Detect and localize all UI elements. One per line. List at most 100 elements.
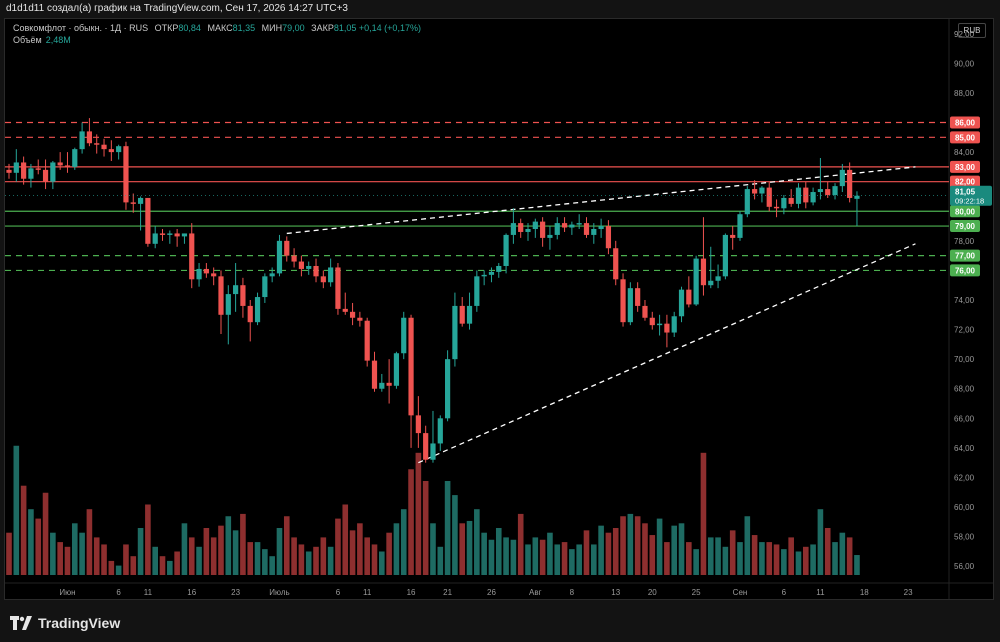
- volume-bar: [832, 542, 838, 575]
- volume-bar: [503, 537, 509, 575]
- candle-body: [137, 197, 144, 204]
- price-tick-label: 90,00: [954, 59, 975, 68]
- level-price-tag: [950, 220, 980, 233]
- volume-bar: [737, 542, 743, 575]
- volume-bar: [342, 504, 349, 575]
- candle-body: [159, 233, 166, 235]
- candle-body: [335, 267, 341, 309]
- tradingview-logo-icon: [10, 616, 32, 630]
- level-price-tag: [950, 160, 980, 173]
- candle-body: [810, 192, 816, 203]
- volume-bar: [28, 509, 34, 575]
- candle: [744, 186, 750, 218]
- candle: [313, 258, 319, 283]
- price-tick-label: 72,00: [954, 326, 975, 335]
- candle: [379, 373, 385, 392]
- candle: [174, 229, 180, 247]
- candle: [664, 314, 670, 348]
- candle-body: [152, 233, 158, 244]
- candle: [284, 236, 290, 262]
- volume-bar: [583, 530, 590, 575]
- candle: [452, 292, 458, 367]
- level-price-label: 79,00: [955, 222, 976, 231]
- candle: [415, 396, 421, 448]
- candle-body: [284, 240, 290, 256]
- candle: [386, 359, 392, 404]
- candle-body: [839, 169, 845, 187]
- candle-body: [379, 382, 385, 389]
- volume-bar: [649, 535, 656, 575]
- candle: [357, 311, 363, 327]
- volume-bar: [707, 537, 714, 575]
- volume-bar: [247, 542, 254, 575]
- volume-bar: [430, 523, 436, 575]
- candle-body: [540, 221, 546, 238]
- candle: [437, 415, 443, 451]
- volume-bar: [123, 544, 129, 575]
- candle-body: [211, 273, 217, 277]
- candle-body: [57, 162, 63, 166]
- volume-bar: [642, 523, 648, 575]
- candle: [181, 233, 188, 244]
- candle: [817, 158, 824, 200]
- time-tick-label: 6: [116, 588, 121, 597]
- price-tick-label: 78,00: [954, 237, 975, 246]
- candle: [613, 240, 619, 286]
- candle-body: [328, 267, 334, 283]
- volume-bar: [371, 544, 378, 575]
- candle: [64, 152, 71, 173]
- volume-bar: [781, 549, 787, 575]
- volume-bar: [824, 528, 831, 575]
- price-tick-label: 84,00: [954, 148, 975, 157]
- candle: [371, 351, 378, 392]
- candle-body: [554, 223, 560, 235]
- candle: [810, 187, 816, 206]
- volume-bar: [137, 528, 144, 575]
- low-label: МИН: [261, 23, 283, 33]
- volume-bar: [20, 485, 27, 575]
- candle: [795, 183, 802, 209]
- level-price-tag: [950, 264, 980, 277]
- candle: [510, 208, 516, 244]
- candle-body: [788, 197, 794, 204]
- candle-body: [847, 169, 853, 198]
- candle-body: [598, 226, 604, 230]
- candle: [42, 159, 49, 190]
- candle: [481, 270, 487, 286]
- candle-body: [101, 144, 107, 150]
- candle: [700, 217, 707, 296]
- candle-body: [145, 197, 151, 244]
- candle-body: [342, 308, 348, 312]
- volume-bar: [525, 544, 531, 575]
- level-price-label: 80,00: [955, 207, 976, 216]
- volume-bar: [145, 504, 151, 575]
- candle: [627, 282, 633, 326]
- candle: [766, 181, 772, 212]
- price-axis: 92,00 90,00 88,00 86,00 84,00 82,00 80,00 78,00…: [954, 30, 975, 571]
- volume-bar: [547, 532, 553, 575]
- change-value: +0,14 (+0,17%): [358, 23, 421, 33]
- trendline: [286, 166, 916, 235]
- trendlines: [286, 166, 916, 464]
- volume-bar: [298, 544, 305, 575]
- candle: [130, 193, 136, 213]
- candle-body: [583, 223, 590, 235]
- currency-badge[interactable]: RUB: [958, 23, 986, 38]
- candle-body: [247, 305, 253, 323]
- candle-body: [722, 234, 728, 277]
- time-tick-label: 6: [782, 588, 787, 597]
- level-price-label: 86,00: [955, 119, 976, 128]
- candle-body: [386, 382, 392, 386]
- tradingview-logo[interactable]: TradingView: [10, 615, 120, 631]
- candle: [79, 122, 85, 154]
- chart-panel[interactable]: 92,00 90,00 88,00 86,00 84,00 82,00 80,00 78,00…: [4, 18, 994, 600]
- candle: [671, 311, 677, 337]
- candle-body: [423, 433, 429, 460]
- candle-body: [459, 305, 465, 324]
- candlestick-chart[interactable]: 92,00 90,00 88,00 86,00 84,00 82,00 80,00 78,00…: [5, 19, 993, 599]
- candle-body: [174, 233, 180, 237]
- candle: [518, 218, 524, 238]
- trendline: [418, 243, 916, 464]
- candle-body: [123, 146, 129, 203]
- volume-bar: [50, 532, 56, 575]
